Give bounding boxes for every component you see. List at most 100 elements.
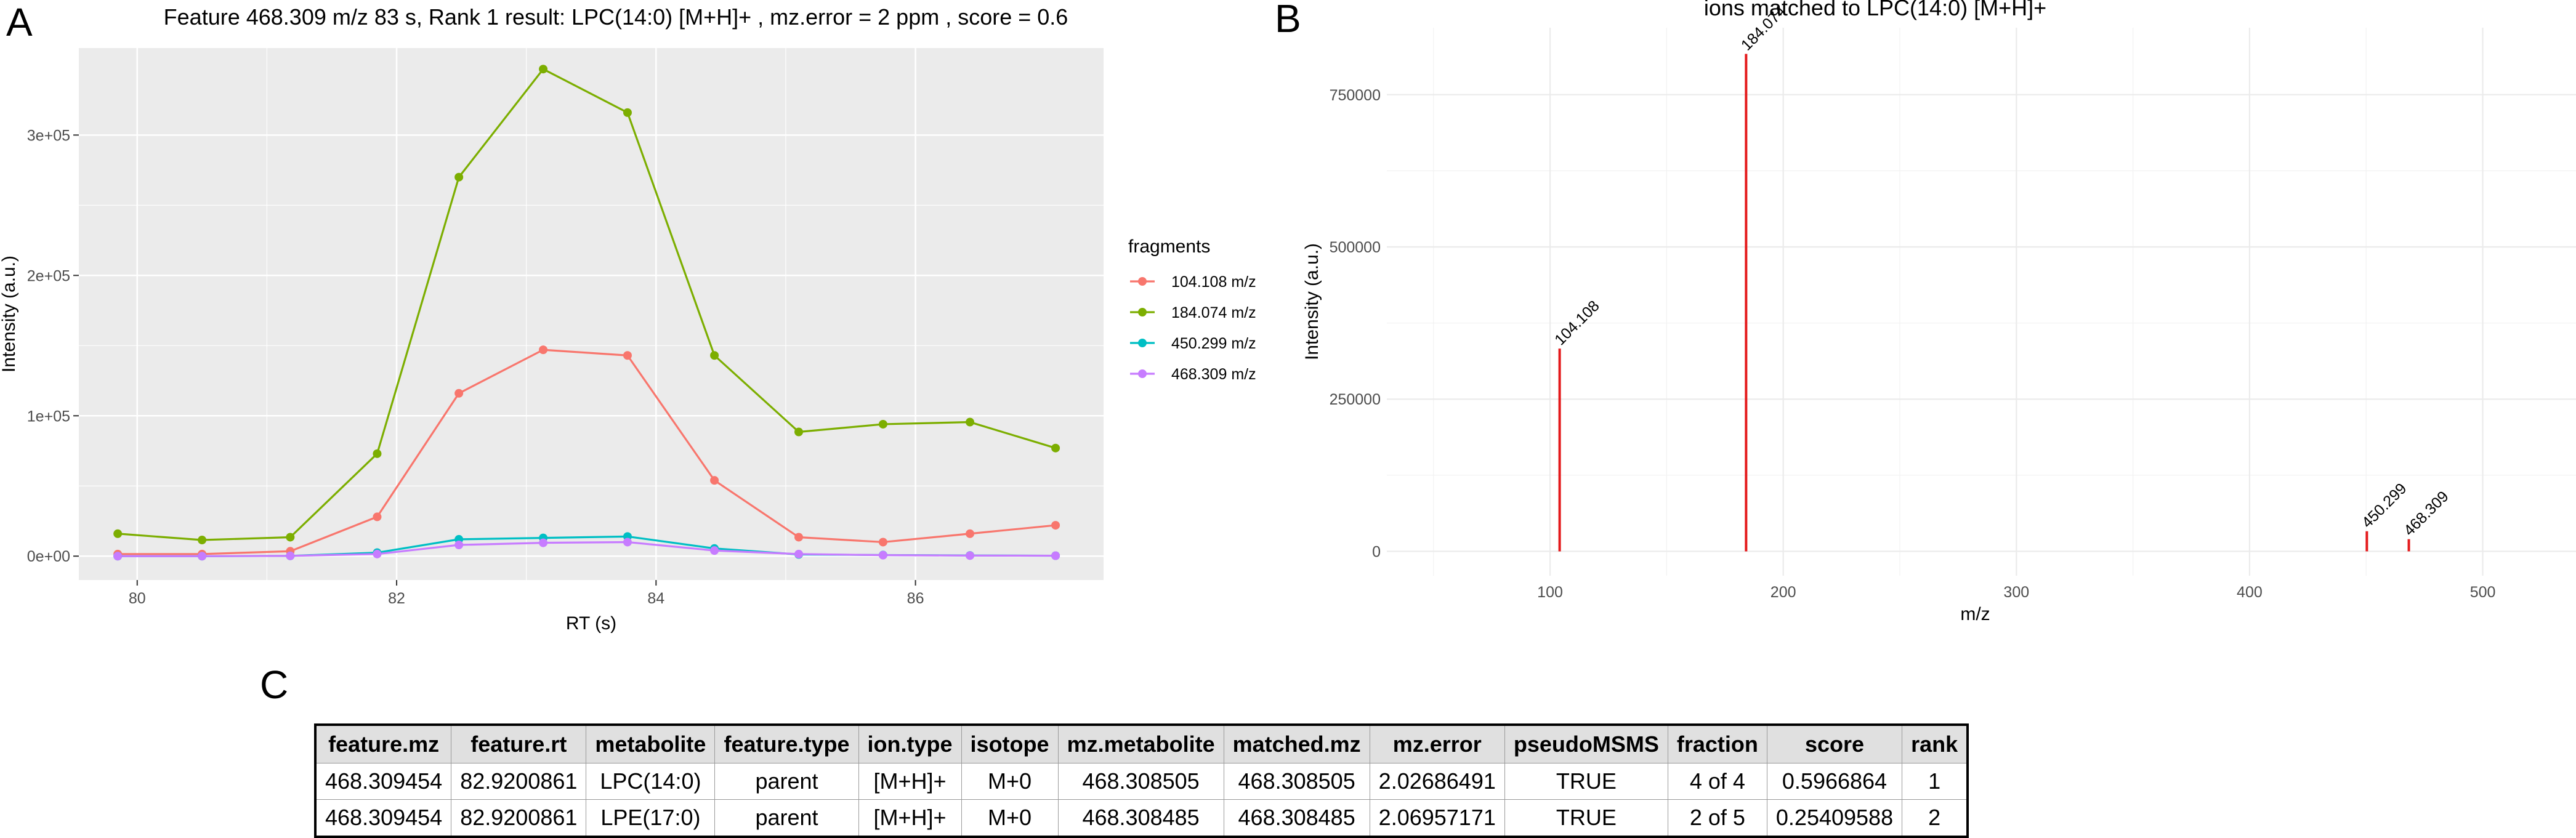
chart-a-y-tick-label: 3e+05: [27, 127, 70, 144]
chart-a-data-point: [373, 449, 382, 458]
table-cell: LPE(17:0): [586, 799, 716, 837]
table-header-cell: mz.error: [1369, 724, 1505, 763]
chart-a-legend-key-point: [1138, 277, 1147, 286]
chart-b-y-tick-label: 750000: [1330, 87, 1381, 104]
chart-a-legend-key-point: [1138, 369, 1147, 378]
table-cell: 2: [1902, 799, 1968, 837]
table-header-cell: fraction: [1667, 724, 1767, 763]
chart-a-x-tick-label: 80: [129, 590, 146, 607]
table-header-cell: rank: [1902, 724, 1968, 763]
table-header-cell: matched.mz: [1223, 724, 1370, 763]
figure-canvas: A Feature 468.309 m/z 83 s, Rank 1 resul…: [0, 0, 2576, 634]
chart-a-data-point: [198, 552, 207, 561]
chart-a-data-point: [454, 541, 464, 550]
chart-a-legend-label: 468.309 m/z: [1171, 366, 1256, 383]
chart-a-data-point: [710, 351, 719, 360]
table-cell: [M+H]+: [858, 799, 962, 837]
chart-b-y-tick-label: 0: [1372, 543, 1381, 560]
chart-b-x-tick-label: 200: [1770, 584, 1796, 601]
chart-a-data-point: [878, 419, 887, 429]
chart-a-x-axis-title: RT (s): [566, 613, 616, 634]
chart-a-data-point: [794, 549, 804, 558]
table-cell: LPC(14:0): [586, 763, 716, 800]
chart-a-series-line: [118, 348, 1056, 555]
chart-b-peak-label: 468.309: [2400, 488, 2452, 539]
chart-a-data-point: [373, 549, 382, 558]
chart-a-plot-background: [79, 48, 1104, 580]
chart-a-data-point: [966, 551, 975, 560]
chart-a-data-point: [1051, 521, 1060, 530]
chart-a-x-tick-label: 82: [388, 590, 405, 607]
table-row: 468.309454 82.9200861 LPE(17:0) parent [M+H]…: [315, 799, 1968, 837]
chart-b-y-tick-label: 500000: [1330, 239, 1381, 256]
table-cell: TRUE: [1504, 763, 1668, 800]
table-header-cell: feature.rt: [451, 724, 587, 763]
chart-a-data-point: [1051, 443, 1060, 453]
table-cell: 0.25409588: [1766, 799, 1903, 837]
chart-b-title: ions matched to LPC(14:0) [M+H]+: [1704, 0, 2046, 20]
chart-a-data-point: [623, 351, 632, 360]
table-row: 468.309454 82.9200861 LPC(14:0) parent [M+H]…: [315, 763, 1968, 800]
table-header-cell: metabolite: [586, 724, 716, 763]
table-cell: M+0: [961, 799, 1059, 837]
panel-a-letter: A: [6, 0, 33, 44]
table-cell: 82.9200861: [451, 763, 587, 800]
chart-a-y-tick-label: 0e+00: [27, 548, 70, 565]
chart-a-series-line: [118, 68, 1056, 541]
chart-a-data-point: [878, 538, 887, 547]
table-cell: parent: [714, 799, 859, 837]
table-cell: 0.5966864: [1766, 763, 1903, 800]
chart-a-data-point: [710, 476, 719, 485]
chart-b-y-axis-title: Intensity (a.u.): [1302, 243, 1322, 360]
chart-a-data-point: [623, 538, 632, 547]
chart-a-legend-key-point: [1138, 339, 1147, 347]
chart-a-data-point: [794, 427, 804, 437]
table-cell: 2.02686491: [1369, 763, 1505, 800]
chart-a-legend-title: fragments: [1128, 236, 1210, 257]
chart-a-data-point: [623, 108, 632, 117]
panel-c-letter: C: [260, 663, 289, 707]
table-cell: 2.06957171: [1369, 799, 1505, 837]
chart-a-data-point: [966, 529, 975, 538]
chart-a-data-point: [373, 512, 382, 522]
table-cell: 82.9200861: [451, 799, 587, 837]
chart-a-data-point: [539, 65, 548, 74]
chart-b-x-tick-label: 400: [2237, 584, 2263, 601]
chart-a-data-point: [710, 546, 719, 555]
chart-a-title: Feature 468.309 m/z 83 s, Rank 1 result:…: [164, 4, 1068, 30]
chart-a-data-point: [198, 536, 207, 545]
table-header-cell: feature.type: [714, 724, 859, 763]
chart-a-data-point: [966, 417, 975, 427]
table-cell: [M+H]+: [858, 763, 962, 800]
table-header-cell: feature.mz: [315, 724, 452, 763]
table-header-cell: score: [1766, 724, 1903, 763]
chart-a-y-axis-title: Intensity (a.u.): [0, 256, 19, 373]
chart-a-data-point: [539, 345, 548, 355]
table-cell: 468.309454: [315, 799, 452, 837]
chart-a-data-point: [113, 552, 123, 561]
table-cell: 468.309454: [315, 763, 452, 800]
table-cell: 468.308505: [1057, 763, 1224, 800]
table-cell: 468.308485: [1223, 799, 1370, 837]
chart-b-x-tick-label: 500: [2470, 584, 2496, 601]
table-cell: 468.308485: [1057, 799, 1224, 837]
chart-a-y-tick-label: 2e+05: [27, 267, 70, 284]
table-header-row: feature.mz feature.rt metabolite feature.ty…: [315, 724, 1968, 763]
chart-b-x-tick-label: 100: [1537, 584, 1563, 601]
chart-a-data-point: [286, 533, 295, 542]
table-header-cell: isotope: [961, 724, 1059, 763]
chart-b-x-axis-title: m/z: [1960, 604, 1990, 624]
panel-b-letter: B: [1275, 0, 1301, 41]
chart-a-data-point: [454, 389, 464, 398]
chart-a-legend-key-point: [1138, 308, 1147, 316]
chart-a-data-point: [794, 533, 804, 542]
chart-a: 80 82 84 86 0e+00 1e+05 2e+05 3e+05 RT (s) Int…: [0, 48, 1256, 634]
table-cell: parent: [714, 763, 859, 800]
chart-a-series-line: [118, 541, 1056, 557]
table-cell: 4 of 4: [1667, 763, 1767, 800]
table-cell: 468.308505: [1223, 763, 1370, 800]
chart-a-x-tick-label: 86: [907, 590, 924, 607]
table-cell: 1: [1902, 763, 1968, 800]
table-header-cell: ion.type: [858, 724, 962, 763]
